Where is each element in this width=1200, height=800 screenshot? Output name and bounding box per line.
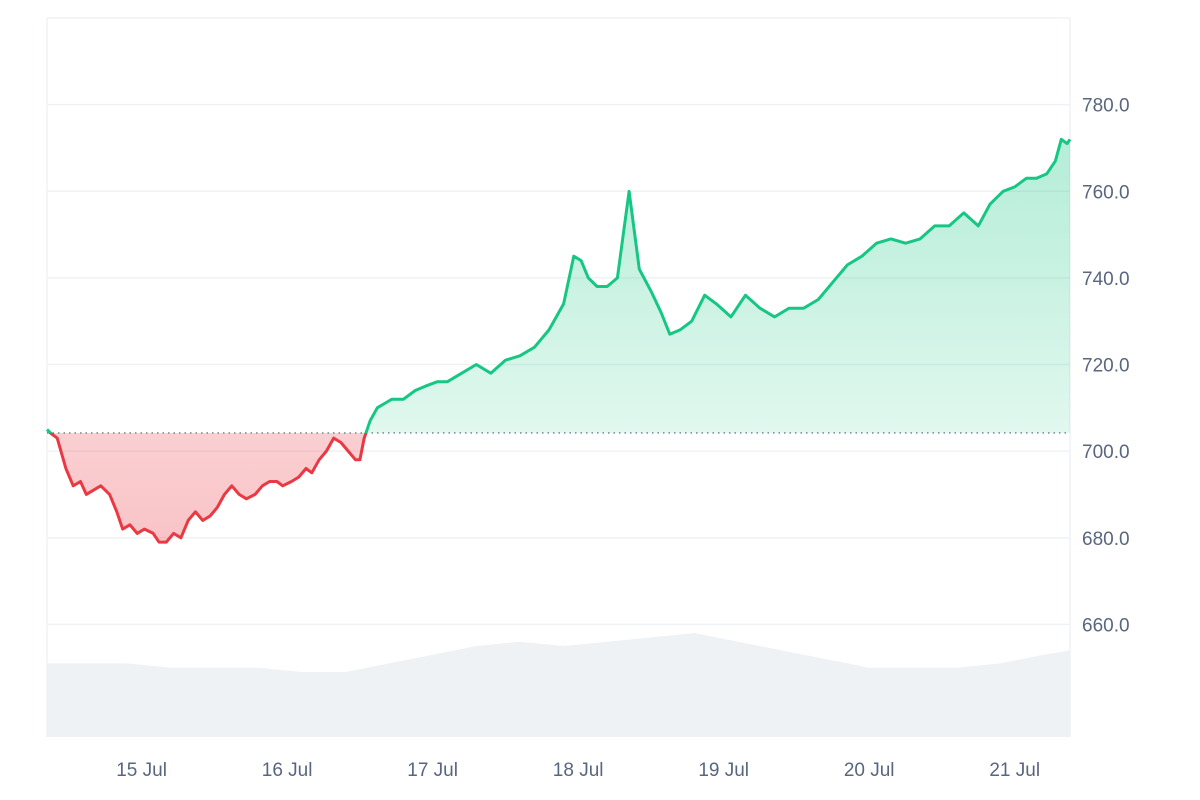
x-axis-ticks: 15 Jul 16 Jul 17 Jul 18 Jul 19 Jul 20 Jul 21 J… (116, 760, 1040, 781)
y-tick-label: 700.0 (1082, 442, 1130, 463)
y-tick-label: 720.0 (1082, 356, 1130, 377)
price-line (45, 137, 1072, 544)
x-tick-label: 16 Jul (262, 760, 313, 781)
volume-area (47, 633, 1070, 737)
area-below-baseline (47, 432, 1070, 543)
y-tick-label: 680.0 (1082, 529, 1130, 550)
x-tick-label: 18 Jul (553, 760, 604, 781)
price-area (47, 139, 1070, 543)
price-line-up (45, 137, 1072, 433)
x-tick-label: 19 Jul (698, 760, 749, 781)
y-tick-label: 660.0 (1082, 615, 1130, 636)
x-tick-label: 15 Jul (116, 760, 167, 781)
area-above-baseline (47, 139, 1070, 433)
y-tick-label: 760.0 (1082, 182, 1130, 203)
volume-area-path (47, 633, 1070, 737)
y-axis-ticks: 660.0 680.0 700.0 720.0 740.0 760.0 780.0 (1082, 96, 1130, 637)
x-tick-label: 21 Jul (989, 760, 1040, 781)
price-line-down (48, 432, 368, 544)
y-tick-label: 780.0 (1082, 96, 1130, 117)
x-tick-label: 17 Jul (407, 760, 458, 781)
y-tick-label: 740.0 (1082, 269, 1130, 290)
x-tick-label: 20 Jul (844, 760, 895, 781)
